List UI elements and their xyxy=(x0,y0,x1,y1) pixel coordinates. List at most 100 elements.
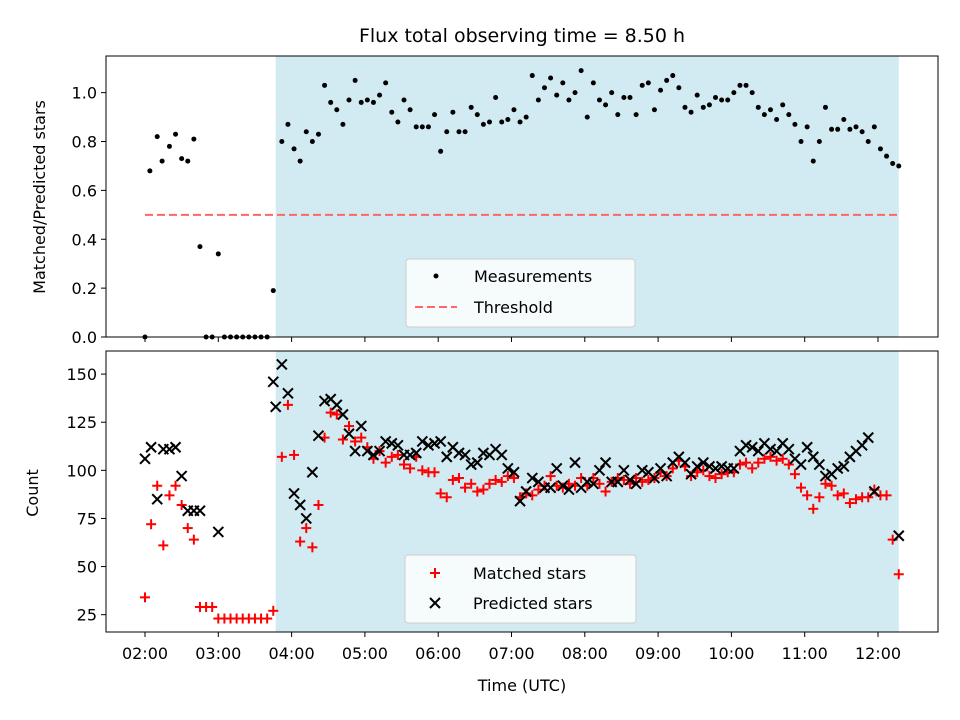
measurement-point xyxy=(450,109,456,115)
predicted-star-point xyxy=(569,456,581,469)
x-tick-label: 03:00 xyxy=(195,644,241,663)
matched-star-point xyxy=(140,592,150,603)
predicted-star-point xyxy=(660,470,673,482)
measurement-point xyxy=(774,117,780,123)
matched-star-point xyxy=(158,540,169,551)
predicted-star-point xyxy=(624,474,636,486)
matched-star-point xyxy=(478,484,489,495)
predicted-star-point xyxy=(697,456,710,469)
x-tick-label: 04:00 xyxy=(269,644,315,663)
measurement-point xyxy=(352,77,358,83)
predicted-star-point xyxy=(838,460,850,473)
measurement-point xyxy=(829,126,835,132)
measurement-point xyxy=(645,80,651,86)
measurement-point xyxy=(535,97,541,103)
measurement-point xyxy=(676,85,682,91)
measurement-point xyxy=(633,112,639,118)
matched-star-point xyxy=(814,492,825,503)
bottom-legend-box xyxy=(404,554,637,624)
predicted-star-point xyxy=(526,472,538,484)
legend-threshold-label: Threshold xyxy=(473,298,553,317)
matched-star-point xyxy=(146,519,157,530)
predicted-star-point xyxy=(212,526,225,538)
matched-star-point xyxy=(350,436,361,447)
predicted-star-point xyxy=(270,401,282,413)
measurement-point xyxy=(859,129,865,135)
matched-star-point xyxy=(268,605,279,616)
matched-star-point xyxy=(753,457,764,468)
legend-matched-label: Matched stars xyxy=(473,564,586,583)
measurement-point xyxy=(603,102,609,108)
matched-star-point xyxy=(484,478,495,489)
bottom-y-ticks: 25 50 75 100 125 150 xyxy=(66,365,106,625)
measurement-point xyxy=(615,112,621,118)
measurements-series xyxy=(142,68,902,340)
measurement-point xyxy=(328,99,334,105)
matched-star-point xyxy=(152,480,163,491)
y-tick-label: 150 xyxy=(66,365,97,384)
predicted-star-point xyxy=(807,451,819,463)
matched-star-point xyxy=(496,476,507,487)
predicted-star-point xyxy=(139,453,151,465)
predicted-star-point xyxy=(813,458,826,471)
measurement-point xyxy=(291,146,297,152)
matched-star-point xyxy=(490,474,501,485)
predicted-star-point xyxy=(373,445,386,457)
bottom-panel: 25 50 75 100 125 150 02:00 03:00 04:00 05:00 06:0… xyxy=(23,350,939,695)
top-panel: 0.0 0.2 0.4 0.6 0.8 1.0 Matched/Predicted sta… xyxy=(30,55,939,347)
predicted-star-point xyxy=(300,512,312,525)
matched-star-point xyxy=(832,490,843,501)
y-tick-label: 1.0 xyxy=(72,84,97,103)
measurement-point xyxy=(468,104,474,110)
predicted-star-point xyxy=(175,470,188,482)
predicted-star-point xyxy=(728,462,740,475)
x-tick-label: 02:00 xyxy=(122,644,168,663)
predicted-star-point xyxy=(612,476,624,488)
predicted-star-point xyxy=(194,505,206,517)
matched-star-point xyxy=(325,407,336,418)
matched-star-point xyxy=(356,432,367,443)
predicted-star-point xyxy=(276,358,288,371)
measurement-point xyxy=(315,131,321,137)
matched-star-point xyxy=(741,457,752,468)
measurement-point xyxy=(566,97,572,103)
matched-star-point xyxy=(386,451,397,462)
y-tick-label: 125 xyxy=(66,413,97,432)
measurement-point xyxy=(370,99,376,105)
x-tick-label: 06:00 xyxy=(415,644,461,663)
matched-star-point xyxy=(808,503,819,514)
measurement-point xyxy=(694,92,700,98)
predicted-star-point xyxy=(587,478,600,490)
measurement-point xyxy=(279,139,285,145)
measurement-point xyxy=(425,124,431,130)
predicted-star-point xyxy=(648,472,661,484)
predicted-star-point xyxy=(795,458,807,471)
y-tick-label: 0.8 xyxy=(72,133,97,152)
predicted-star-point xyxy=(550,462,563,475)
matched-star-point xyxy=(441,492,452,503)
measurement-point xyxy=(719,97,725,103)
matched-star-point xyxy=(276,451,287,462)
predicted-star-point xyxy=(557,480,569,492)
measurement-point xyxy=(871,124,877,130)
predicted-star-point xyxy=(508,466,520,478)
measurement-point xyxy=(578,68,584,74)
top-y-axis-label: Matched/Predicted stars xyxy=(30,100,49,294)
predicted-star-point xyxy=(294,499,306,511)
y-tick-label: 0.6 xyxy=(72,181,97,200)
predicted-star-point xyxy=(267,376,279,388)
y-tick-label: 0.4 xyxy=(72,230,97,249)
matched-star-point xyxy=(710,473,721,484)
measurement-point xyxy=(517,119,523,125)
measurement-point xyxy=(890,161,896,167)
matched-star-point xyxy=(295,536,306,547)
measurement-point xyxy=(627,95,633,101)
top-y-ticks: 0.0 0.2 0.4 0.6 0.8 1.0 xyxy=(72,84,106,347)
matched-star-point xyxy=(262,613,273,624)
top-legend: Measurements Threshold xyxy=(405,258,636,328)
measurement-point xyxy=(816,139,822,145)
measurement-point xyxy=(725,97,731,103)
matched-star-point xyxy=(844,498,855,509)
measurement-point xyxy=(664,77,670,83)
